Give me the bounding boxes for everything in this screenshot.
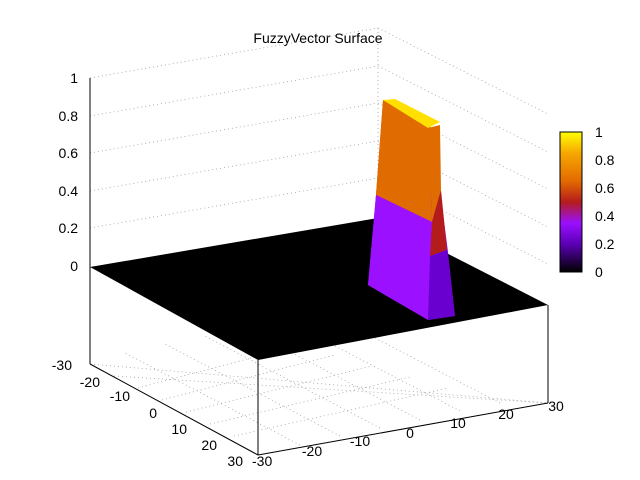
z-tick: 0.2 — [59, 220, 79, 236]
x-tick: -30 — [252, 453, 272, 469]
color-bar: 1 0.8 0.6 0.4 0.2 0 — [559, 124, 615, 280]
back-grid — [89, 27, 549, 265]
colorbar-tick: 1 — [595, 124, 603, 140]
z-axis-ticks: 1 0.8 0.6 0.4 0.2 0 — [59, 70, 79, 274]
colorbar-tick: 0.4 — [595, 208, 615, 224]
y-tick: -30 — [52, 357, 72, 373]
z-tick: 0 — [70, 258, 78, 274]
surface-floor — [90, 218, 548, 360]
x-tick: 20 — [498, 406, 514, 422]
color-bar-gradient — [559, 131, 583, 273]
chart-title: FuzzyVector Surface — [253, 30, 382, 46]
colorbar-tick: 0.8 — [595, 152, 615, 168]
colorbar-tick: 0.6 — [595, 180, 615, 196]
z-tick: 0.4 — [59, 183, 79, 199]
colorbar-tick: 0.2 — [595, 236, 615, 252]
x-axis-ticks: -30 -20 -10 0 10 20 30 — [252, 398, 564, 469]
axes-frame — [89, 78, 549, 456]
x-tick: 30 — [548, 398, 564, 414]
y-tick: -20 — [80, 374, 100, 390]
colorbar-tick: 0 — [595, 264, 603, 280]
x-tick: -10 — [350, 433, 370, 449]
y-tick: 20 — [201, 437, 217, 453]
x-tick: 0 — [406, 425, 414, 441]
y-axis-ticks: -30 -20 -10 0 10 20 30 — [52, 357, 243, 469]
z-tick: 1 — [70, 70, 78, 86]
z-tick: 0.8 — [59, 108, 79, 124]
y-tick: -10 — [110, 388, 130, 404]
x-tick: 10 — [450, 415, 466, 431]
y-tick: 10 — [171, 421, 187, 437]
y-tick: 0 — [149, 405, 157, 421]
surface-peak — [368, 99, 455, 320]
y-tick: 30 — [227, 453, 243, 469]
z-tick: 0.6 — [59, 145, 79, 161]
x-tick: -20 — [302, 443, 322, 459]
